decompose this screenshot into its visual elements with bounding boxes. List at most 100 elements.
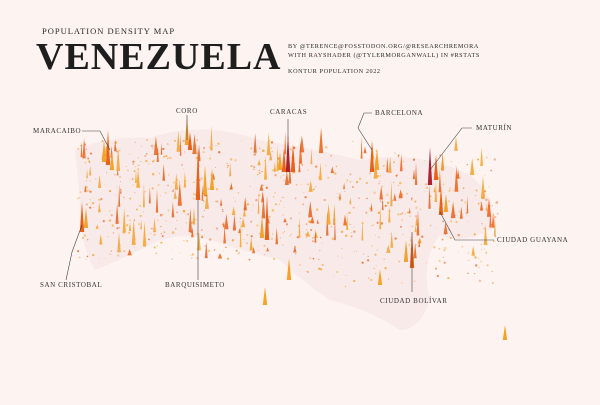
city-label-ciudad-bolivar: CIUDAD BOLÍVAR: [380, 297, 448, 305]
terrain-speckle: [410, 199, 413, 201]
terrain-speckle: [478, 257, 480, 259]
population-spike: [210, 125, 213, 151]
terrain-speckle: [340, 230, 344, 233]
terrain-speckle: [215, 166, 217, 168]
terrain-speckle: [349, 180, 352, 183]
terrain-speckle: [186, 222, 187, 224]
terrain-speckle: [341, 257, 343, 259]
population-spike: [388, 156, 392, 173]
terrain-speckle: [89, 180, 91, 182]
city-label-barcelona: BARCELONA: [375, 109, 424, 117]
terrain-speckle: [226, 166, 229, 169]
terrain-speckle: [115, 150, 118, 153]
terrain-speckle: [85, 148, 88, 151]
terrain-speckle: [410, 197, 413, 200]
terrain-speckle: [237, 192, 240, 194]
terrain-speckle: [215, 187, 219, 191]
terrain-speckle: [481, 223, 483, 225]
terrain-speckle: [140, 160, 142, 162]
terrain-speckle: [274, 203, 278, 206]
population-spike: [148, 186, 151, 204]
terrain-speckle: [455, 220, 458, 224]
terrain-speckle: [170, 157, 173, 160]
terrain-speckle: [346, 179, 349, 182]
terrain-speckle: [454, 214, 456, 216]
city-label-caracas: CARACAS: [270, 108, 308, 116]
terrain-speckle: [345, 274, 347, 276]
terrain-speckle: [165, 220, 167, 222]
population-spike: [116, 148, 121, 172]
population-spike: [219, 198, 223, 206]
terrain-speckle: [346, 212, 348, 215]
terrain-speckle: [419, 208, 422, 211]
terrain-speckle: [112, 232, 115, 234]
terrain-speckle: [161, 235, 164, 238]
population-spike: [229, 162, 232, 177]
terrain-speckle: [305, 223, 308, 226]
terrain-speckle: [452, 189, 454, 191]
population-spike: [231, 206, 236, 215]
terrain-speckle: [377, 211, 381, 214]
map-subtitle: POPULATION DENSITY MAP: [42, 26, 176, 36]
terrain-speckle: [401, 282, 403, 284]
population-spike: [266, 132, 271, 156]
terrain-speckle: [109, 189, 112, 193]
terrain-speckle: [493, 158, 496, 161]
city-spike: [277, 152, 283, 170]
terrain-speckle: [484, 208, 487, 210]
terrain-speckle: [384, 204, 387, 207]
terrain-speckle: [331, 237, 335, 241]
terrain-speckle: [289, 148, 292, 151]
terrain-speckle: [433, 245, 436, 249]
population-spike: [434, 180, 438, 202]
terrain-speckle: [268, 215, 271, 218]
landmass-shape: [75, 129, 493, 330]
terrain-speckle: [184, 151, 186, 153]
terrain-speckle: [349, 173, 352, 176]
terrain-speckle: [336, 192, 338, 194]
terrain-speckle: [450, 161, 452, 163]
terrain-speckle: [181, 164, 183, 166]
terrain-speckle: [165, 155, 168, 158]
terrain-speckle: [85, 203, 88, 206]
terrain-speckle: [208, 157, 212, 160]
terrain-speckle: [260, 170, 262, 172]
terrain-speckle: [284, 231, 285, 233]
terrain-speckle: [410, 176, 412, 178]
terrain-speckle: [409, 215, 411, 217]
terrain-speckle: [485, 198, 488, 202]
terrain-speckle: [448, 200, 450, 203]
terrain-speckle: [355, 250, 358, 253]
population-spike: [257, 192, 260, 214]
terrain-speckle: [215, 227, 219, 230]
population-spike: [334, 216, 336, 241]
terrain-speckle: [475, 169, 477, 171]
terrain-speckle: [313, 188, 315, 191]
terrain-speckle: [173, 139, 176, 142]
terrain-speckle: [399, 181, 402, 185]
terrain-speckle: [128, 178, 130, 180]
terrain-speckle: [443, 246, 447, 250]
population-spike: [284, 171, 289, 185]
population-spike: [136, 168, 140, 188]
population-spike: [95, 224, 99, 229]
terrain-speckle: [240, 140, 242, 142]
terrain-speckle: [424, 183, 427, 186]
terrain-speckle: [110, 214, 113, 217]
terrain-speckle: [171, 231, 175, 234]
terrain-speckle: [119, 244, 122, 246]
terrain-speckle: [429, 224, 432, 227]
population-spike: [418, 238, 421, 248]
terrain-speckle: [375, 273, 377, 275]
terrain-speckle: [302, 203, 305, 206]
population-spike: [456, 169, 460, 179]
terrain-speckle: [114, 173, 116, 176]
city-spike: [262, 287, 268, 305]
terrain-speckle: [396, 176, 398, 178]
terrain-speckle: [289, 217, 293, 220]
terrain-speckle: [81, 236, 84, 239]
terrain-speckle: [222, 250, 224, 252]
terrain-speckle: [353, 250, 355, 252]
terrain-speckle: [494, 235, 496, 238]
